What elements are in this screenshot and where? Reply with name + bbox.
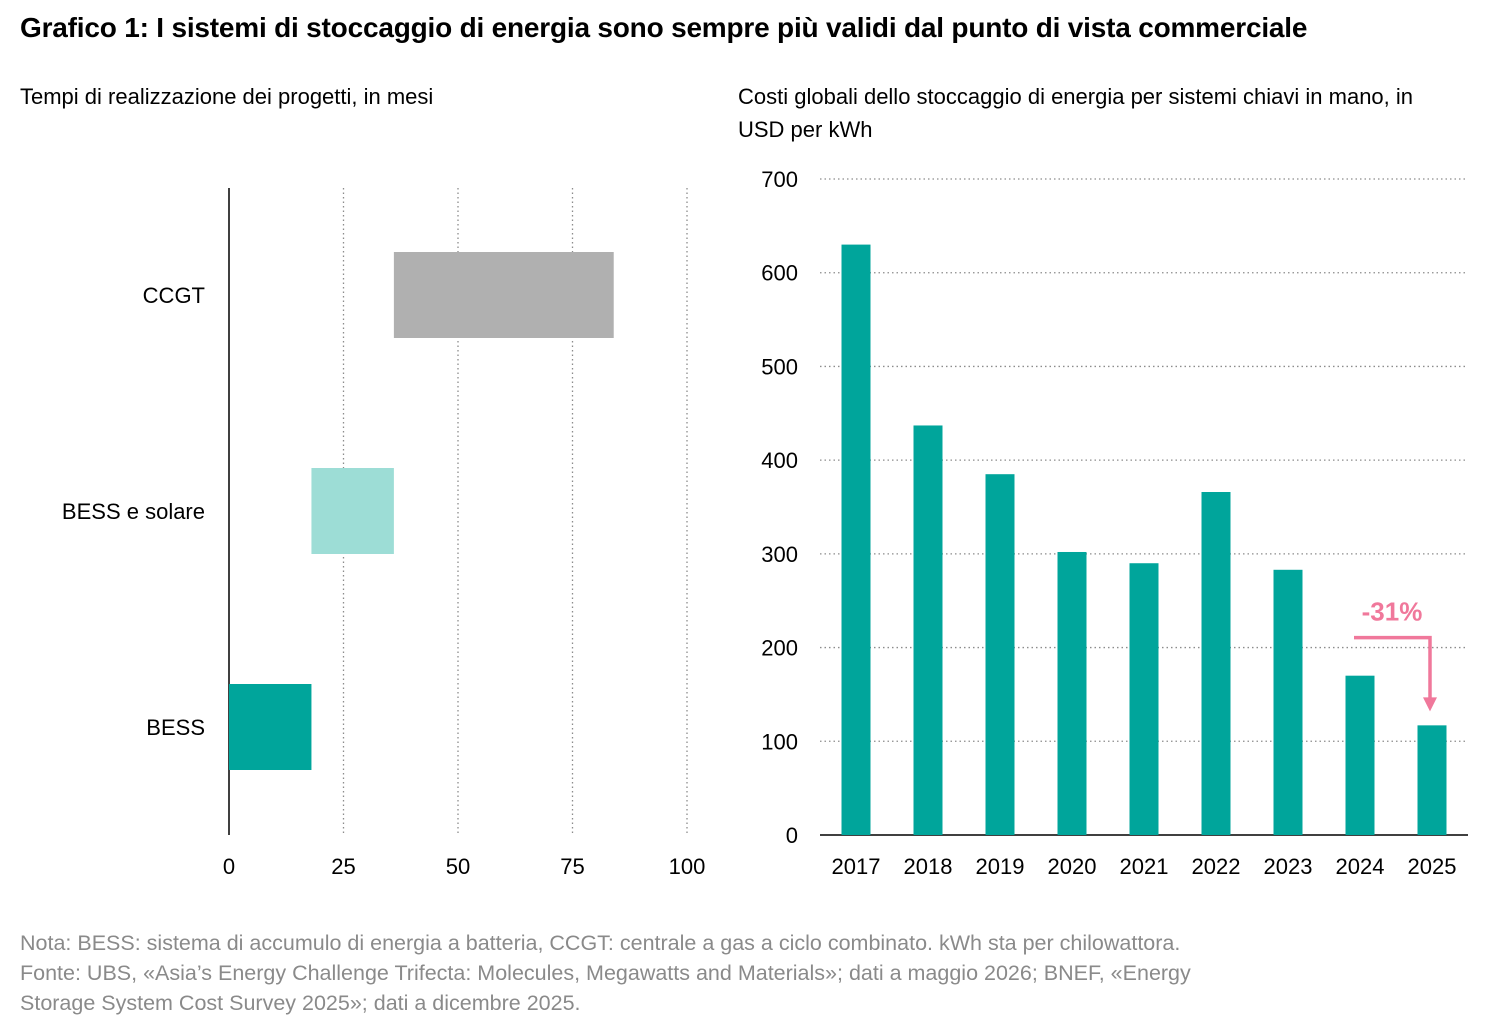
y-tick-label: 200 xyxy=(761,636,798,661)
range-bar xyxy=(229,684,312,770)
y-tick-label: 300 xyxy=(761,542,798,567)
x-tick-label: 2025 xyxy=(1408,854,1457,879)
cost-bar xyxy=(1057,551,1087,835)
y-tick-label: 700 xyxy=(761,167,798,192)
y-tick-label: 500 xyxy=(761,354,798,379)
x-tick-label: 25 xyxy=(331,854,355,879)
cost-bar xyxy=(1345,675,1375,835)
cost-bar xyxy=(985,474,1015,835)
x-tick-label: 2022 xyxy=(1192,854,1241,879)
x-tick-label: 2023 xyxy=(1264,854,1313,879)
x-tick-label: 2024 xyxy=(1336,854,1385,879)
footnote-line-2: Fonte: UBS, «Asia’s Energy Challenge Tri… xyxy=(20,961,1191,985)
x-tick-label: 2017 xyxy=(832,854,881,879)
x-tick-label: 100 xyxy=(669,854,706,879)
footnote: Nota: BESS: sistema di accumulo di energ… xyxy=(20,928,1480,1018)
cost-bar xyxy=(1129,563,1159,835)
project-time-chart: 0 25 50 75 100 CCGT BESS e solare BESS xyxy=(62,188,705,879)
cost-bar xyxy=(841,244,871,836)
range-bar xyxy=(393,252,614,338)
x-tick-label: 2019 xyxy=(976,854,1025,879)
storage-cost-chart: 0 100 200 300 400 500 600 700 2017 2018 2019 2020 20… xyxy=(761,167,1468,879)
x-tick-label: 2021 xyxy=(1120,854,1169,879)
x-tick-label: 75 xyxy=(560,854,584,879)
category-label: BESS xyxy=(146,715,205,740)
annotation-arrowhead xyxy=(1423,697,1437,712)
category-label: BESS e solare xyxy=(62,499,205,524)
y-tick-label: 100 xyxy=(761,729,798,754)
y-tick-label: 0 xyxy=(786,823,798,848)
footnote-line-3: Storage System Cost Survey 2025»; dati a… xyxy=(20,991,581,1015)
x-tick-label: 50 xyxy=(446,854,470,879)
y-tick-label: 400 xyxy=(761,448,798,473)
range-bar xyxy=(311,468,394,554)
cost-bar xyxy=(1201,492,1231,835)
x-tick-label: 2018 xyxy=(904,854,953,879)
left-chart-subtitle: Tempi di realizzazione dei progetti, in … xyxy=(20,84,434,109)
y-tick-label: 600 xyxy=(761,261,798,286)
category-label: CCGT xyxy=(143,283,205,308)
footnote-line-1: Nota: BESS: sistema di accumulo di energ… xyxy=(20,931,1181,955)
cost-bar xyxy=(1417,725,1447,835)
cost-bar xyxy=(913,425,943,835)
annotation-label: -31% xyxy=(1362,597,1423,627)
annotation-arrow xyxy=(1354,635,1432,700)
right-chart-subtitle: Costi globali dello stoccaggio di energi… xyxy=(738,84,1414,142)
x-tick-label: 0 xyxy=(223,854,235,879)
x-tick-label: 2020 xyxy=(1048,854,1097,879)
cost-bar xyxy=(1273,569,1303,835)
chart-title: Grafico 1: I sistemi di stoccaggio di en… xyxy=(20,12,1308,43)
